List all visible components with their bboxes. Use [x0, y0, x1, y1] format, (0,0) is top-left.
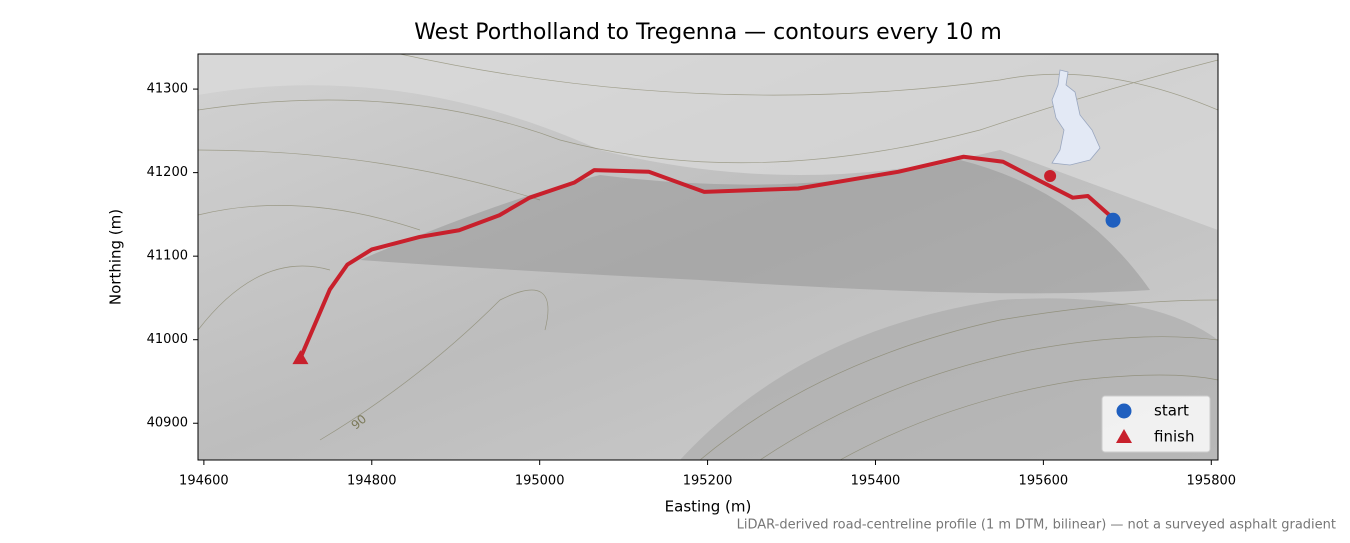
- legend: start finish: [1101, 395, 1211, 453]
- x-tick-label: 195400: [851, 474, 901, 489]
- footnote: LiDAR-derived road-centreline profile (1…: [737, 518, 1336, 533]
- y-axis-label: Northing (m): [107, 209, 125, 305]
- legend-swatch: [1116, 403, 1132, 419]
- y-tick-label: 41000: [147, 332, 188, 347]
- y-tick-label: 41100: [147, 249, 188, 264]
- basemap: [198, 54, 1218, 460]
- legend-swatch: [1116, 429, 1132, 443]
- x-tick-label: 195600: [1019, 474, 1069, 489]
- x-tick-label: 195000: [515, 474, 565, 489]
- x-tick-label: 194600: [179, 474, 229, 489]
- chart-title: West Portholland to Tregenna — contours …: [414, 20, 1002, 45]
- y-tick-label: 40900: [147, 416, 188, 431]
- x-tick-label: 195800: [1186, 474, 1236, 489]
- legend-label: finish: [1154, 428, 1194, 446]
- x-axis-label: Easting (m): [665, 498, 752, 516]
- y-tick-label: 41200: [147, 165, 188, 180]
- x-tick-label: 194800: [347, 474, 397, 489]
- y-tick-label: 41300: [147, 82, 188, 97]
- x-tick-label: 195200: [683, 474, 733, 489]
- waypoint: [1044, 169, 1057, 182]
- finish-marker: [292, 350, 309, 365]
- start-marker: [1105, 212, 1121, 228]
- route-line: [298, 154, 1113, 361]
- legend-label: start: [1154, 402, 1189, 420]
